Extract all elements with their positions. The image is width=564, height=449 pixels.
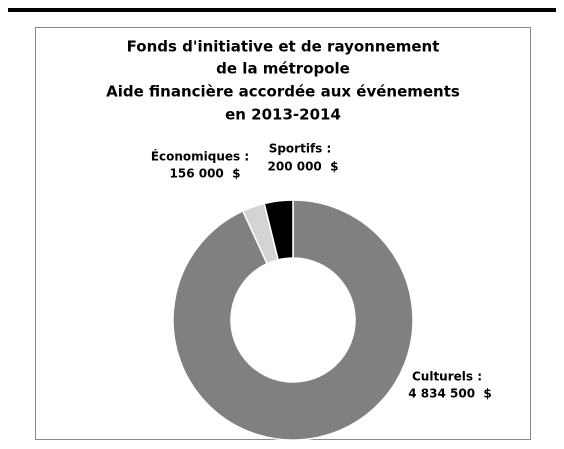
value-label: 4 834 500 $ [408,387,492,401]
chart-title: Aide financière accordée aux événements [106,83,460,101]
top-rule [8,8,556,12]
chart-title: de la métropole [216,60,350,78]
category-label: Culturels : [412,370,482,384]
value-label: 200 000 $ [268,160,339,174]
category-label: Sportifs : [269,142,332,156]
chart-title: Fonds d'initiative et de rayonnement [127,38,440,56]
value-label: 156 000 $ [170,167,241,181]
chart-title: en 2013-2014 [225,106,341,124]
donut-segment [263,199,294,261]
category-label: Économiques : [151,149,249,164]
donut-segment [172,199,414,441]
